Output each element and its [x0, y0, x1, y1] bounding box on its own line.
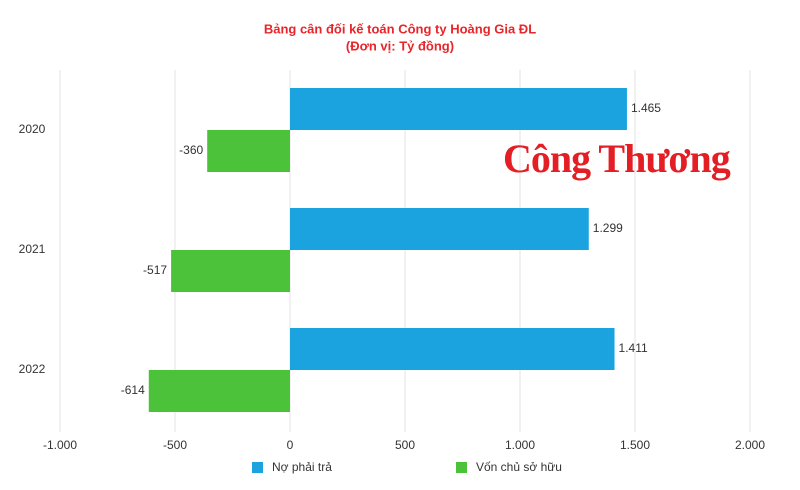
- value-label: 1.465: [631, 101, 661, 115]
- bar: [290, 208, 589, 250]
- x-tick-label: 1.000: [505, 438, 535, 452]
- value-label: -517: [143, 263, 167, 277]
- chart-title: Bảng cân đối kế toán Công ty Hoàng Gia Đ…: [264, 21, 536, 36]
- value-label: 1.299: [593, 221, 623, 235]
- y-tick-label: 2022: [19, 362, 46, 376]
- y-tick-label: 2021: [19, 242, 46, 256]
- y-tick-label: 2020: [19, 122, 46, 136]
- x-tick-label: 2.000: [735, 438, 765, 452]
- watermark: Công Thương: [503, 136, 731, 181]
- legend-swatch: [252, 462, 263, 473]
- x-tick-label: -1.000: [43, 438, 77, 452]
- x-tick-label: 500: [395, 438, 415, 452]
- x-tick-label: 0: [287, 438, 294, 452]
- value-label: 1.411: [619, 341, 648, 355]
- bar: [148, 370, 290, 412]
- bar: [290, 88, 627, 130]
- chart-subtitle: (Đơn vị: Tỷ đồng): [346, 38, 454, 53]
- legend-label: Vốn chủ sở hữu: [476, 460, 562, 474]
- bar: [171, 250, 290, 292]
- x-tick-label: -500: [163, 438, 187, 452]
- value-label: -360: [179, 143, 203, 157]
- bar: [290, 328, 615, 370]
- value-label: -614: [121, 383, 145, 397]
- legend-swatch: [456, 462, 467, 473]
- legend-label: Nợ phải trả: [272, 460, 332, 474]
- bar: [207, 130, 290, 172]
- x-tick-label: 1.500: [620, 438, 650, 452]
